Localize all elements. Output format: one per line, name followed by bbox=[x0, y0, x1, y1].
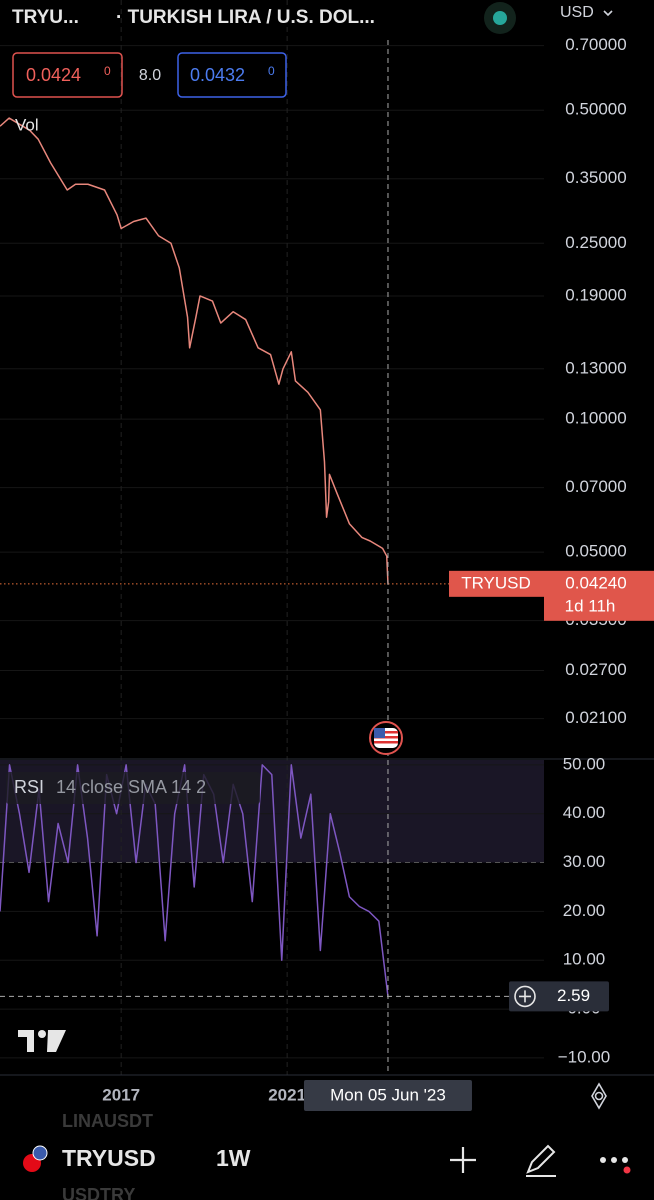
interval[interactable]: 1W bbox=[216, 1145, 251, 1171]
y-tick-label: 0.02100 bbox=[565, 708, 626, 727]
y-tick-label: 0.25000 bbox=[565, 233, 626, 252]
sell-digit: 0 bbox=[104, 64, 111, 78]
currency-chevron bbox=[603, 10, 613, 17]
sell-price: 0.0424 bbox=[26, 65, 81, 85]
buy-price: 0.0432 bbox=[190, 65, 245, 85]
y-tick-label: −10.00 bbox=[558, 1047, 610, 1066]
y-tick-label: 20.00 bbox=[563, 901, 606, 920]
last-price-value: 0.04240 bbox=[565, 573, 626, 592]
crosshair-value-bg bbox=[509, 981, 609, 1012]
buy-button[interactable] bbox=[177, 52, 287, 98]
y-tick-label: 50.00 bbox=[563, 754, 606, 773]
y-tick-label: 0.19000 bbox=[565, 285, 626, 304]
add-icon[interactable] bbox=[450, 1147, 476, 1173]
settings-icon[interactable] bbox=[591, 1082, 607, 1110]
volume-legend: Vol bbox=[15, 115, 39, 134]
crosshair-date: Mon 05 Jun '23 bbox=[330, 1085, 446, 1104]
y-tick-label: 0.07000 bbox=[565, 477, 626, 496]
y-tick-label: 0.35000 bbox=[565, 168, 626, 187]
last-price-box bbox=[544, 570, 654, 621]
ghost-symbol: LINAUSDT bbox=[62, 1111, 153, 1131]
tv-logo bbox=[18, 1030, 66, 1052]
sell-button[interactable] bbox=[12, 52, 123, 98]
settings-icon-center bbox=[594, 1091, 604, 1101]
last-price-symbol: TRYUSD bbox=[461, 573, 531, 592]
spread: 8.0 bbox=[139, 67, 161, 84]
more-icon[interactable] bbox=[600, 1157, 631, 1174]
rsi-legend-bg bbox=[6, 772, 260, 804]
currency[interactable]: USD bbox=[560, 4, 594, 21]
y-tick-label: 40.00 bbox=[563, 803, 606, 822]
buy-digit: 0 bbox=[268, 64, 275, 78]
crosshair-date-bg bbox=[303, 1080, 472, 1111]
x-tick-label: 2017 bbox=[102, 1085, 140, 1104]
rsi-params: 14 close SMA 14 2 bbox=[56, 777, 206, 797]
footer-symbol[interactable]: TRYUSD bbox=[62, 1145, 156, 1171]
last-price-symbol-bg bbox=[449, 570, 544, 597]
x-tick-label: 2021 bbox=[268, 1085, 306, 1104]
rsi-line bbox=[0, 764, 389, 997]
add-alert bbox=[514, 985, 536, 1008]
y-tick-label: 30.00 bbox=[563, 852, 606, 871]
y-tick-label: 0.02700 bbox=[565, 660, 626, 679]
add-alert-plus bbox=[519, 990, 531, 1003]
y-tick-label: 10.00 bbox=[563, 950, 606, 969]
y-tick-label: 0.10000 bbox=[565, 409, 626, 428]
countdown: 1d 11h bbox=[565, 596, 616, 615]
price-line bbox=[0, 117, 389, 584]
draw-icon[interactable] bbox=[526, 1144, 556, 1177]
rsi-title: RSI bbox=[14, 777, 44, 797]
y-tick-label: 0.05000 bbox=[565, 542, 626, 561]
y-tick-label: 0.50000 bbox=[565, 100, 626, 119]
crosshair-value: 2.59 bbox=[557, 986, 590, 1005]
market-status-dot bbox=[493, 11, 507, 25]
y-tick-label: 0.70000 bbox=[565, 35, 626, 54]
us-flag-small bbox=[32, 1145, 48, 1161]
y-tick-label: 0.13000 bbox=[565, 358, 626, 377]
symbol[interactable]: TRYU... bbox=[12, 7, 79, 28]
description: · TURKISH LIRA / U.S. DOL... bbox=[116, 7, 375, 28]
us-flag bbox=[374, 728, 398, 748]
ghost-symbol: USDTRY bbox=[62, 1185, 135, 1200]
